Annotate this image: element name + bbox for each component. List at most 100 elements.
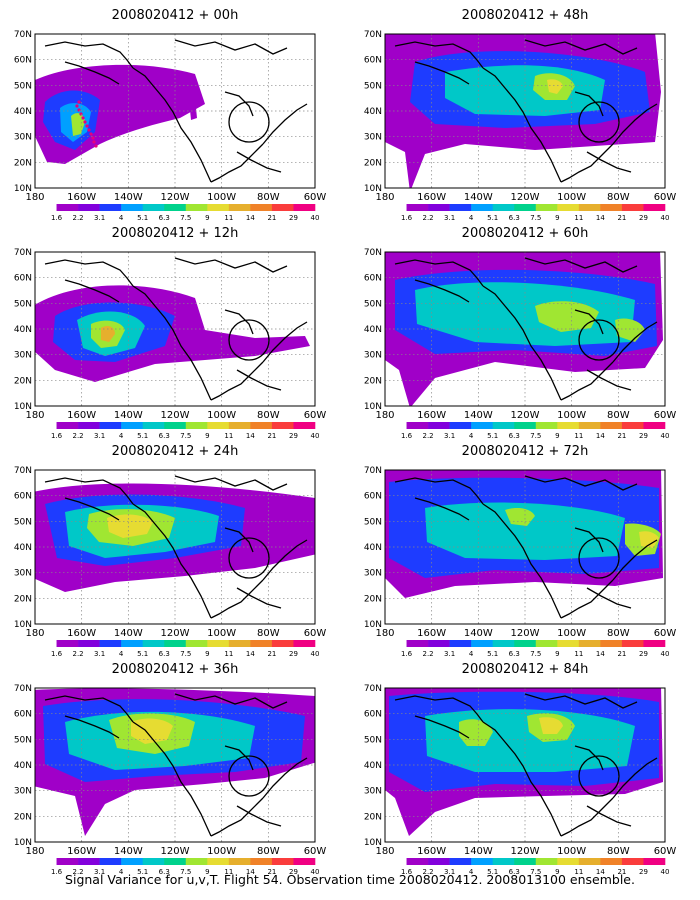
colorbar-swatch xyxy=(78,204,100,211)
panel-title: 2008020412 + 24h xyxy=(111,444,239,459)
colorbar-swatch xyxy=(293,204,316,211)
colorbar-label: 21 xyxy=(617,650,626,658)
colorbar-swatch xyxy=(600,858,623,865)
variance-field xyxy=(385,688,663,836)
colorbar-label: 14 xyxy=(246,650,255,658)
colorbar-label: 11 xyxy=(224,868,233,876)
colorbar-swatch xyxy=(78,422,100,429)
colorbar-label: 7.5 xyxy=(180,214,191,222)
lat-tick-label: 20N xyxy=(14,158,32,168)
colorbar-swatch xyxy=(78,858,100,865)
colorbar-swatch xyxy=(207,640,230,647)
colorbar-label: 29 xyxy=(289,432,298,440)
colorbar-label: 7.5 xyxy=(180,650,191,658)
panel-24h: 2008020412 + 24h 10N 20N 30N 40N 50N 60N 70N 18… xyxy=(5,444,345,662)
lon-tick-label: 100W xyxy=(557,410,586,421)
colorbar-swatch xyxy=(142,858,165,865)
lat-tick-label: 50N xyxy=(14,81,32,91)
lon-tick-label: 180 xyxy=(25,628,44,639)
colorbar-label: 9 xyxy=(205,432,209,440)
colorbar-label: 1.6 xyxy=(401,432,413,440)
colorbar-swatch xyxy=(271,640,294,647)
colorbar-label: 3.1 xyxy=(444,650,455,658)
colorbar-swatch xyxy=(99,422,122,429)
lon-tick-label: 60W xyxy=(304,628,327,639)
colorbar-label: 3.1 xyxy=(94,868,105,876)
lat-tick-label: 10N xyxy=(364,838,382,848)
colorbar-label: 4 xyxy=(469,650,474,658)
colorbar-label: 29 xyxy=(639,432,648,440)
colorbar-label: 1.6 xyxy=(401,868,413,876)
lat-tick-label: 20N xyxy=(364,376,382,386)
colorbar-label: 5.1 xyxy=(487,650,498,658)
lon-tick-label: 180 xyxy=(25,192,44,203)
colorbar-label: 3.1 xyxy=(444,868,455,876)
colorbar-swatch xyxy=(535,858,558,865)
colorbar-label: 1.6 xyxy=(51,214,63,222)
colorbar-label: 14 xyxy=(596,432,605,440)
colorbar-label: 5.1 xyxy=(487,214,498,222)
map-frame xyxy=(34,251,316,407)
lat-tick-label: 40N xyxy=(364,543,382,553)
lon-tick-label: 160W xyxy=(417,628,446,639)
colorbar-label: 5.1 xyxy=(137,868,148,876)
lon-tick-label: 120W xyxy=(161,410,190,421)
lat-tick-label: 30N xyxy=(14,569,32,579)
lon-tick-label: 140W xyxy=(464,192,493,203)
colorbar-label: 3.1 xyxy=(94,214,105,222)
colorbar-swatch xyxy=(121,640,143,647)
figure-caption: Signal Variance for u,v,T. Flight 54. Ob… xyxy=(65,872,635,887)
panel-title: 2008020412 + 84h xyxy=(461,662,589,677)
colorbar-label: 40 xyxy=(311,650,320,658)
colorbar-swatch xyxy=(164,858,187,865)
variance-map: 10N 20N 30N 40N 50N 60N 70N 180 160W 140W 120W 100W… xyxy=(14,248,327,440)
lon-tick-label: 80W xyxy=(607,192,630,203)
colorbar-label: 14 xyxy=(246,432,255,440)
lon-tick-label: 80W xyxy=(607,846,630,857)
colorbar-swatch xyxy=(621,858,644,865)
colorbar-swatch xyxy=(578,640,601,647)
lon-tick-label: 160W xyxy=(67,192,96,203)
colorbar-label: 21 xyxy=(267,432,276,440)
colorbar-swatch xyxy=(121,858,143,865)
colorbar-label: 9 xyxy=(555,650,559,658)
colorbar-swatch xyxy=(406,422,429,429)
lat-tick-label: 70N xyxy=(364,466,382,476)
variance-map: 10N 20N 30N 40N 50N 60N 70N 180 160W 140W 120W 100W… xyxy=(364,30,677,222)
colorbar-label: 14 xyxy=(246,868,255,876)
colorbar-swatch xyxy=(385,858,407,865)
colorbar-label: 21 xyxy=(617,432,626,440)
lat-tick-label: 40N xyxy=(364,761,382,771)
colorbar-label: 11 xyxy=(224,650,233,658)
lon-tick-label: 120W xyxy=(511,192,540,203)
colorbar-label: 11 xyxy=(574,650,583,658)
lat-tick-label: 50N xyxy=(364,299,382,309)
colorbar-swatch xyxy=(99,204,122,211)
colorbar-swatch xyxy=(293,858,316,865)
variance-map: 10N 20N 30N 40N 50N 60N 70N 180 160W 140W 120W 100W… xyxy=(14,684,327,876)
lat-tick-label: 10N xyxy=(14,620,32,630)
lat-tick-label: 10N xyxy=(14,184,32,194)
colorbar-swatch xyxy=(385,640,407,647)
panel-36h: 2008020412 + 36h 10N 20N 30N 40N 50N 60N 70N 18… xyxy=(5,662,345,880)
colorbar-swatch xyxy=(492,640,515,647)
colorbar-swatch xyxy=(164,204,187,211)
colorbar-swatch xyxy=(621,204,644,211)
lon-tick-label: 120W xyxy=(511,410,540,421)
graticule xyxy=(385,34,665,188)
variance-map: 10N 20N 30N 40N 50N 60N 70N 180 160W 140W 120W 100W… xyxy=(364,684,677,876)
colorbar-label: 2.2 xyxy=(423,868,434,876)
lat-tick-label: 10N xyxy=(14,402,32,412)
colorbar-label: 5.1 xyxy=(487,432,498,440)
colorbar-label: 1.6 xyxy=(51,650,63,658)
colorbar-label: 2.2 xyxy=(423,214,434,222)
lon-tick-label: 140W xyxy=(114,192,143,203)
colorbar-label: 2.2 xyxy=(73,650,84,658)
colorbar-swatch xyxy=(471,640,493,647)
colorbar-label: 2.2 xyxy=(423,432,434,440)
panel-84h: 2008020412 + 84h 10N 20N 30N 40N 50N 60N 70N 18… xyxy=(355,662,695,880)
panel-12h: 2008020412 + 12h 10N 20N 30N 40N 50N 60N 70N 18… xyxy=(5,226,345,444)
lat-tick-label: 50N xyxy=(364,735,382,745)
lon-tick-label: 160W xyxy=(67,628,96,639)
panel-title: 2008020412 + 00h xyxy=(111,8,239,23)
